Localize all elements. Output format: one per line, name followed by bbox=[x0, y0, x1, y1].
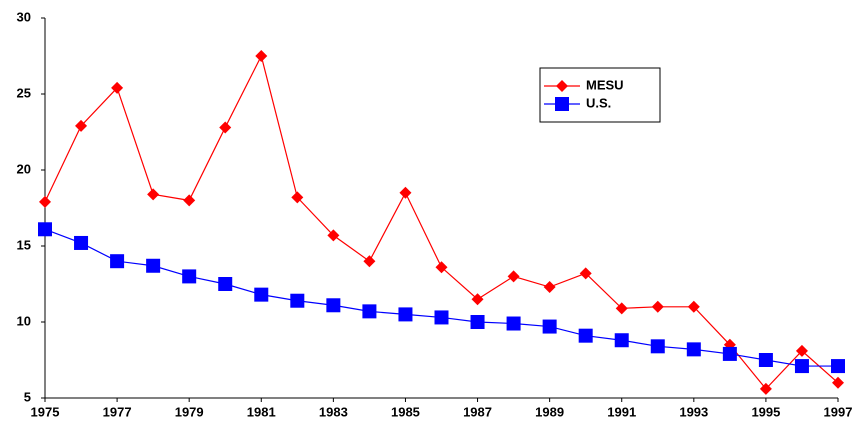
marker bbox=[471, 293, 484, 306]
marker bbox=[651, 300, 664, 313]
marker bbox=[434, 310, 449, 325]
legend-marker bbox=[556, 80, 568, 92]
marker bbox=[74, 235, 89, 250]
marker bbox=[111, 81, 124, 94]
x-tick-label: 1981 bbox=[247, 404, 276, 419]
marker bbox=[399, 186, 412, 199]
marker bbox=[543, 281, 556, 294]
marker bbox=[435, 261, 448, 274]
series-line bbox=[44, 228, 838, 367]
marker bbox=[470, 315, 485, 329]
legend-box bbox=[539, 67, 661, 123]
marker bbox=[507, 270, 520, 283]
marker bbox=[579, 267, 592, 280]
marker bbox=[398, 307, 413, 322]
x-tick-label: 1995 bbox=[751, 404, 780, 419]
marker bbox=[38, 222, 52, 237]
x-tick-label: 1979 bbox=[175, 404, 204, 419]
marker bbox=[722, 346, 737, 361]
x-tick-label: 1977 bbox=[103, 404, 132, 419]
marker bbox=[182, 269, 197, 284]
legend-label: MESU bbox=[586, 77, 624, 92]
marker bbox=[614, 333, 629, 348]
y-tick-label: 10 bbox=[17, 313, 31, 328]
marker bbox=[795, 344, 808, 357]
marker bbox=[183, 194, 196, 207]
marker bbox=[254, 287, 269, 302]
marker bbox=[110, 254, 125, 269]
series-line bbox=[44, 54, 839, 390]
x-tick-label: 1985 bbox=[391, 404, 420, 419]
marker bbox=[75, 119, 88, 132]
legend-marker bbox=[555, 97, 569, 111]
marker bbox=[832, 376, 844, 389]
marker bbox=[363, 255, 376, 268]
x-tick-label: 1975 bbox=[31, 404, 60, 419]
x-tick-label: 1993 bbox=[679, 404, 708, 419]
y-tick-label: 25 bbox=[17, 85, 31, 100]
x-tick-label: 1987 bbox=[463, 404, 492, 419]
y-tick-label: 15 bbox=[17, 237, 31, 252]
marker bbox=[794, 359, 809, 374]
marker bbox=[578, 328, 593, 343]
legend-label: U.S. bbox=[586, 95, 611, 110]
marker bbox=[686, 342, 701, 357]
x-tick-label: 1991 bbox=[607, 404, 636, 419]
x-tick-label: 1997 bbox=[824, 404, 853, 419]
marker bbox=[362, 304, 377, 319]
marker bbox=[831, 359, 845, 374]
marker bbox=[39, 195, 51, 208]
marker bbox=[506, 316, 521, 331]
y-tick-label: 5 bbox=[24, 389, 31, 404]
marker bbox=[759, 382, 772, 395]
y-tick-label: 20 bbox=[17, 161, 31, 176]
x-tick-label: 1989 bbox=[535, 404, 564, 419]
marker bbox=[219, 121, 232, 134]
y-tick-label: 30 bbox=[17, 9, 31, 24]
marker bbox=[615, 302, 628, 315]
marker bbox=[758, 353, 773, 367]
legend: MESU U.S. bbox=[539, 67, 661, 123]
marker bbox=[542, 319, 557, 334]
x-tick-label: 1983 bbox=[319, 404, 348, 419]
marker bbox=[687, 300, 700, 313]
marker bbox=[290, 293, 305, 308]
marker bbox=[327, 229, 340, 242]
marker bbox=[291, 191, 304, 204]
marker bbox=[147, 188, 160, 201]
marker bbox=[650, 339, 665, 354]
marker bbox=[218, 277, 233, 291]
marker bbox=[146, 258, 161, 273]
marker bbox=[255, 50, 268, 62]
marker bbox=[326, 298, 341, 313]
